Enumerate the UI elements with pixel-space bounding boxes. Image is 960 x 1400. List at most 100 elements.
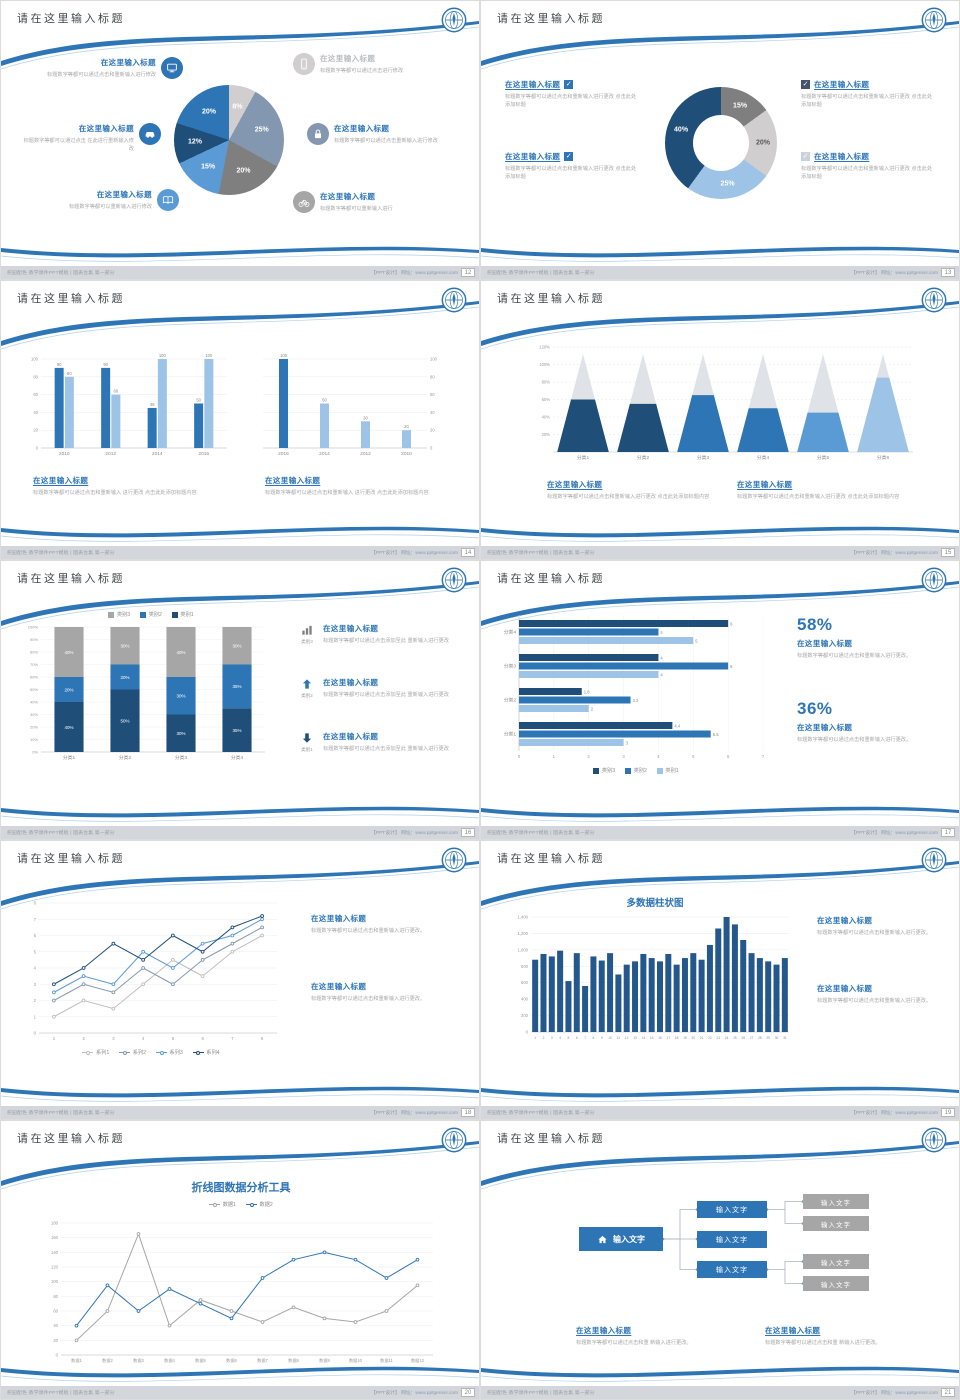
svg-text:50%: 50% — [30, 687, 38, 692]
svg-text:7: 7 — [34, 917, 37, 922]
svg-text:30: 30 — [775, 1036, 779, 1040]
slide-preview-14[interactable]: 请在这里输入标题 0 20 40 60 80 100 90 80 2010 90 60 2012 45 1… — [0, 280, 480, 560]
column-chart: 0 200 400 600 800 1,000 1,200 1,400 1 2 3 4 5 6 7 8 9 10 1… — [511, 909, 795, 1043]
item-heading: 在这里输入标题 — [323, 624, 379, 633]
diagram-gray-box: 输入文字 — [803, 1216, 869, 1231]
svg-text:23: 23 — [716, 1036, 720, 1040]
legend-label: 类别3 — [601, 768, 616, 774]
svg-text:200: 200 — [521, 1013, 529, 1018]
svg-text:20: 20 — [404, 424, 409, 429]
svg-text:5: 5 — [568, 1036, 570, 1040]
svg-text:6: 6 — [201, 1036, 204, 1041]
svg-text:600: 600 — [521, 980, 529, 985]
item-body: 标题数字等都可以通过点击重新输入进行修改 — [334, 137, 438, 144]
svg-text:5: 5 — [692, 754, 695, 759]
university-logo-icon — [921, 7, 947, 33]
icon-badge — [293, 191, 315, 213]
feature-tag: 类别2 — [301, 692, 313, 698]
legend-label: 类别1 — [180, 612, 194, 618]
university-logo-icon — [921, 567, 947, 593]
page-number: 20 — [461, 1388, 475, 1397]
slide-preview-12[interactable]: 请在这里输入标题 在这里输入标题 标题数字等都可以通过点击和重新输入进行修改 在… — [0, 0, 480, 280]
svg-text:50%: 50% — [120, 719, 129, 724]
stat-value: 36% — [797, 699, 833, 718]
svg-text:100: 100 — [205, 353, 213, 358]
slide-preview-21[interactable]: 请在这里输入标题 输入文字 输入文字 输入文字 输入文字 输入文字 输入文字 输… — [480, 1120, 960, 1400]
block-heading: 在这里输入标题 — [547, 480, 603, 489]
text-block: 在这里输入标题 标题数字等都可以通过点击和重新输入进行更改 点击此处添加标题内容 — [737, 479, 909, 501]
legend-line-marker — [156, 1050, 167, 1055]
svg-text:29: 29 — [766, 1036, 770, 1040]
icon-badge — [161, 57, 183, 79]
slide-preview-19[interactable]: 请在这里输入标题 多数据柱状图 0 200 400 600 800 1,000 1,200 1… — [480, 840, 960, 1120]
bottom-swoosh-decoration — [1, 1076, 479, 1106]
svg-text:800: 800 — [521, 964, 529, 969]
pie-chart: 8% 25% 20% 15% 12% 20% — [174, 85, 284, 195]
text-block: 在这里输入标题 标题数字等都可以通过点击和重 新输入进行更改。 — [576, 1325, 740, 1347]
item-heading: 在这里输入标题 — [323, 732, 379, 741]
footer-right-text: 【PPT设计】 网址：www.pptgenius.com — [851, 551, 938, 556]
slide-preview-16[interactable]: 请在这里输入标题 类别3 类别2 类别1 0% 10% 20% 30% 40% 50% 60… — [0, 560, 480, 840]
legend-entry: 类别2 — [140, 611, 162, 618]
phone-icon — [297, 57, 311, 71]
slide-preview-18[interactable]: 请在这里输入标题 0 1 2 3 4 5 6 7 8 1 2 3 4 5 6 7 8 系列1 系列2 系列3 系… — [0, 840, 480, 1120]
diagram-gray-box: 输入文字 — [803, 1254, 869, 1269]
callout-item: 在这里输入标题 标题数字等都可以重新输入进行修改 — [41, 189, 179, 211]
slide-preview-20[interactable]: 请在这里输入标题 折线图数据分析工具 数据1 数据2 0 20 40 60 80 100 1… — [0, 1120, 480, 1400]
slide-preview-17[interactable]: 请在这里输入标题 0 1 2 3 4 5 6 7 分类4 6 4 5 分类3 4 6 4 分类2 1.8 3.2 2 分… — [480, 560, 960, 840]
svg-text:2012: 2012 — [105, 451, 116, 457]
svg-text:35%: 35% — [232, 728, 241, 733]
svg-text:2: 2 — [543, 1036, 545, 1040]
text-block: 在这里输入标题 标题数字等都可以通过点击和重新输入 进行更改 点击此处添加标题内… — [33, 475, 215, 497]
svg-text:4.4: 4.4 — [674, 724, 680, 729]
slide-title: 请在这里输入标题 — [497, 13, 605, 25]
svg-text:140: 140 — [51, 1250, 59, 1255]
footer-left-text: 校园配色·教学课件PPT模板 | 图表合集 第一部分 — [7, 551, 115, 556]
legend-entry: 系列2 — [119, 1049, 146, 1056]
svg-text:1: 1 — [53, 1036, 56, 1041]
svg-text:40%: 40% — [64, 650, 73, 655]
slide-preview-15[interactable]: 请在这里输入标题 20% 40% 60% 80% 100% 120% 分类1 分类2 分类3 分类… — [480, 280, 960, 560]
text-block: 在这里输入标题 标题数字等都可以通过点击和重 新输入进行更改。 — [765, 1325, 929, 1347]
item-heading: 在这里输入标题 — [100, 58, 156, 67]
slide-footer: 校园配色·教学课件PPT模板 | 图表合集 第一部分 【PPT设计】 网址：ww… — [1, 546, 479, 559]
slide-title: 请在这里输入标题 — [17, 573, 125, 585]
svg-text:2: 2 — [588, 754, 591, 759]
chart-title: 多数据柱状图 — [626, 898, 684, 909]
svg-text:5: 5 — [172, 1036, 175, 1041]
legend-swatch — [140, 611, 147, 618]
diagram-root-label: 输入文字 — [613, 1234, 645, 1244]
svg-text:80%: 80% — [542, 380, 551, 385]
svg-text:40%: 40% — [30, 700, 38, 705]
bottom-swoosh-decoration — [1, 516, 479, 546]
slide-footer: 校园配色·教学课件PPT模板 | 图表合集 第一部分 【PPT设计】 网址：ww… — [1, 266, 479, 279]
legend-swatch — [593, 767, 600, 774]
svg-text:4: 4 — [559, 1036, 561, 1040]
svg-text:90: 90 — [57, 362, 62, 367]
slide-preview-13[interactable]: 请在这里输入标题 在这里输入标题 ✓ 标题数字等都可以通过点击和重新输入进行更改… — [480, 0, 960, 280]
svg-text:80: 80 — [430, 374, 435, 379]
slide-footer: 校园配色·教学课件PPT模板 | 图表合集 第一部分 【PPT设计】 网址：ww… — [481, 546, 959, 559]
svg-text:分类2: 分类2 — [119, 754, 132, 761]
svg-text:40: 40 — [33, 410, 38, 415]
svg-text:80: 80 — [53, 1294, 58, 1299]
svg-text:分类5: 分类5 — [817, 454, 830, 461]
svg-text:3: 3 — [112, 1036, 115, 1041]
svg-text:0: 0 — [34, 1031, 37, 1036]
chart-title: 折线图数据分析工具 — [191, 1182, 291, 1194]
svg-text:400: 400 — [521, 997, 529, 1002]
page-number: 19 — [941, 1108, 955, 1117]
block-body: 标题数字等都可以通过点击和重 新输入进行更改。 — [576, 1339, 692, 1346]
svg-text:10: 10 — [608, 1036, 612, 1040]
svg-text:80%: 80% — [30, 650, 38, 655]
svg-text:100: 100 — [51, 1279, 59, 1284]
item-heading: 在这里输入标题 — [334, 124, 390, 133]
item-body: 标题数字等都可以通过点击添加至此 重新输入进行更改 — [323, 745, 449, 752]
block-heading: 在这里输入标题 — [576, 1326, 632, 1335]
bottom-swoosh-decoration — [1, 236, 479, 266]
line-chart: 0 20 40 60 80 100 120 140 160 180 数据1 数据2 数据3 数据4 数据5 数… — [43, 1217, 439, 1367]
footer-left-text: 校园配色·教学课件PPT模板 | 图表合集 第一部分 — [7, 1391, 115, 1396]
svg-text:数据6: 数据6 — [226, 1357, 237, 1364]
svg-text:分类3: 分类3 — [175, 754, 188, 761]
block-heading: 在这里输入标题 — [817, 916, 873, 925]
